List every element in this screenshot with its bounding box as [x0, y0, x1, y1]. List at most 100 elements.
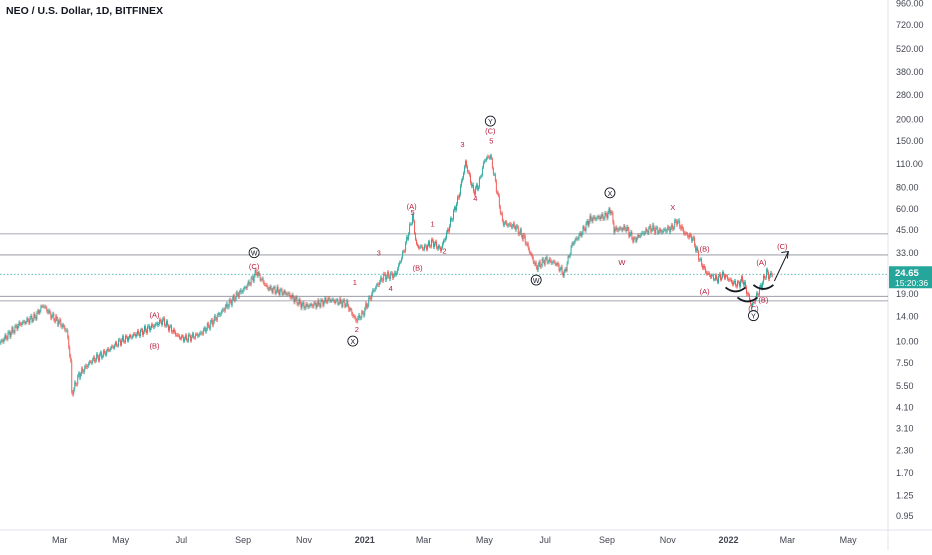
- candle-body: [50, 313, 51, 319]
- candle-body: [668, 227, 669, 228]
- candle-body: [551, 261, 552, 263]
- candle-body: [73, 389, 74, 394]
- candle-body: [564, 272, 565, 277]
- candle-body: [368, 298, 369, 306]
- candle-body: [505, 221, 506, 223]
- candle-body: [5, 335, 6, 339]
- candle-body: [394, 273, 395, 276]
- candle-body: [762, 283, 763, 289]
- x-tick-label: May: [840, 535, 858, 545]
- candle-body: [72, 392, 73, 394]
- candle-body: [415, 233, 416, 240]
- candle-body: [420, 246, 421, 247]
- candle-body: [152, 325, 153, 326]
- candle-body: [635, 238, 636, 242]
- candle-body: [699, 260, 700, 261]
- candle-body: [196, 334, 197, 335]
- candle-body: [298, 303, 299, 304]
- candle-body: [471, 183, 472, 186]
- wave-label: 4: [473, 194, 477, 203]
- candle-body: [61, 325, 62, 327]
- candle-body: [87, 366, 88, 367]
- candle-body: [575, 240, 576, 243]
- candle-body: [222, 309, 223, 311]
- candle-body: [327, 298, 328, 302]
- candle-body: [400, 262, 401, 263]
- candle-body: [456, 204, 457, 210]
- candle-body: [236, 292, 237, 298]
- candle-body: [144, 326, 145, 332]
- candle-body: [722, 272, 723, 278]
- candle-body: [496, 181, 497, 192]
- candle-body: [552, 263, 553, 264]
- candle-body: [396, 273, 397, 275]
- candle-body: [80, 374, 81, 378]
- wave-label: Y: [751, 314, 756, 321]
- candle-body: [418, 246, 419, 248]
- candle-body: [350, 309, 351, 310]
- candle-body: [376, 285, 377, 287]
- candle-body: [627, 227, 628, 229]
- candle-body: [667, 227, 668, 231]
- candle-body: [582, 233, 583, 236]
- candle-body: [281, 289, 282, 290]
- candle-body: [682, 226, 683, 229]
- candle-body: [249, 281, 250, 284]
- candle-body: [730, 280, 731, 281]
- candle-body: [439, 246, 440, 248]
- candle-body: [680, 227, 681, 229]
- candle-body: [25, 322, 26, 323]
- candle-body: [129, 335, 130, 337]
- candle-body: [612, 213, 613, 222]
- candle-body: [136, 334, 137, 336]
- candle-body: [107, 349, 108, 351]
- candle-body: [234, 295, 235, 300]
- candle-body: [618, 229, 619, 231]
- wave-label: 1: [430, 219, 434, 228]
- candle-body: [38, 310, 39, 313]
- candle-body: [771, 273, 772, 275]
- candle-body: [498, 194, 499, 196]
- candle-body: [567, 263, 568, 271]
- candle-body: [3, 340, 4, 341]
- candle-body: [374, 290, 375, 291]
- candle-body: [620, 228, 621, 229]
- candle-body: [616, 227, 617, 229]
- candle-body: [328, 298, 329, 299]
- candle-body: [74, 382, 75, 389]
- candle-body: [139, 334, 140, 336]
- candle-body: [736, 285, 737, 286]
- candle-body: [464, 167, 465, 173]
- candle-body: [250, 284, 251, 285]
- candle-body: [683, 229, 684, 233]
- candle-body: [692, 239, 693, 241]
- candle-body: [430, 246, 431, 247]
- candle-body: [543, 259, 544, 261]
- candle-body: [335, 300, 336, 303]
- candle-body: [165, 325, 166, 326]
- candle-body: [729, 280, 730, 281]
- candle-body: [166, 321, 167, 326]
- candle-body: [578, 239, 579, 240]
- wave-label: (C): [249, 262, 260, 271]
- y-tick-label: 4.10: [896, 403, 914, 413]
- candle-body: [227, 304, 228, 307]
- candle-body: [556, 264, 557, 265]
- candle-body: [220, 314, 221, 315]
- y-tick-label: 7.50: [896, 358, 914, 368]
- x-tick-label: Nov: [660, 535, 677, 545]
- candle-body: [192, 333, 193, 336]
- candle-body: [610, 212, 611, 214]
- candle-body: [748, 294, 749, 295]
- candle-body: [686, 233, 687, 234]
- candle-body: [195, 334, 196, 338]
- candle-body: [619, 228, 620, 229]
- candle-body: [473, 185, 474, 192]
- candle-body: [214, 316, 215, 322]
- candle-body: [102, 356, 103, 358]
- candle-body: [671, 225, 672, 228]
- candle-body: [8, 333, 9, 339]
- candle-body: [721, 278, 722, 280]
- candle-body: [14, 326, 15, 333]
